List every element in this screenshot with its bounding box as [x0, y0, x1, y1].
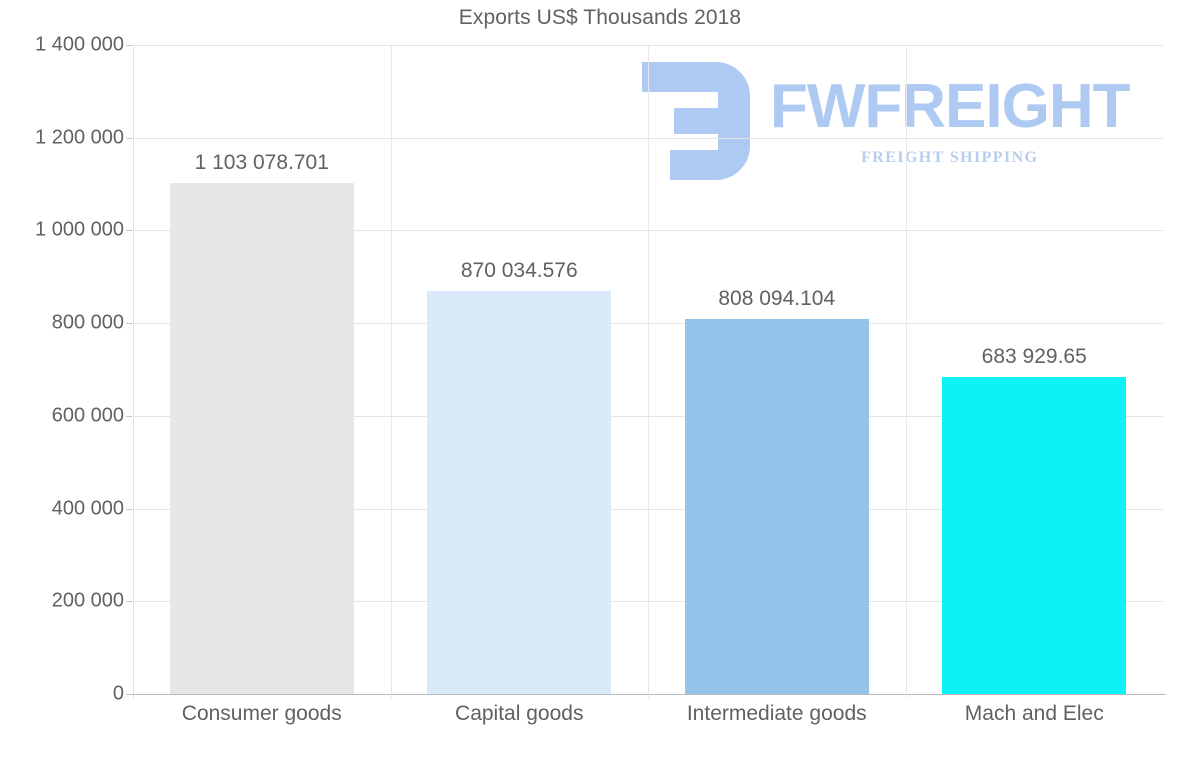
y-axis-tick-label: 0 [112, 682, 124, 705]
x-axis-tick-label: Intermediate goods [686, 702, 867, 725]
x-axis-tick-label: Capital goods [455, 702, 584, 725]
y-axis-line [133, 45, 134, 698]
bar-group[interactable]: 1 103 078.701 [169, 45, 354, 694]
bar-value-label: 808 094.104 [718, 287, 836, 311]
x-axis-tick-label: Consumer goods [181, 702, 342, 725]
bar-group[interactable]: 683 929.65 [942, 45, 1127, 694]
y-axis-tick-label: 1 400 000 [35, 33, 124, 56]
y-axis-tick-label: 600 000 [51, 404, 124, 427]
bar[interactable] [169, 182, 354, 694]
y-axis-tick-mark [126, 415, 132, 417]
y-axis-tick-mark [126, 694, 132, 695]
bar-value-label: 1 103 078.701 [194, 150, 329, 174]
category-separator-line [390, 45, 392, 698]
plot-area: 1 103 078.701 870 034.576 808 094.104 683 9… [130, 45, 1166, 698]
bar[interactable] [942, 376, 1127, 694]
y-axis-tick-label: 200 000 [51, 589, 124, 612]
bar[interactable] [427, 290, 612, 694]
y-axis-tick-mark [126, 45, 132, 46]
y-axis-tick-label: 800 000 [51, 311, 124, 334]
y-axis-tick-mark [126, 508, 132, 510]
chart-title: Exports US$ Thousands 2018 [458, 6, 742, 29]
x-axis-tick-label: Mach and Elec [964, 702, 1104, 725]
bar-value-label: 870 034.576 [460, 258, 578, 282]
y-axis: 0 200 000 400 000 600 000 800 000 1 000 000 1 … [0, 0, 132, 763]
category-separator-line [905, 45, 907, 698]
y-axis-tick-mark [126, 323, 132, 325]
y-axis-tick-label: 1 200 000 [35, 126, 124, 149]
y-axis-tick-mark [126, 601, 132, 603]
y-axis-tick-mark [126, 230, 132, 232]
bar-value-label: 683 929.65 [981, 344, 1087, 368]
y-axis-tick-label: 400 000 [51, 497, 124, 520]
bar-group[interactable]: 870 034.576 [427, 45, 612, 694]
category-separator-line [648, 45, 649, 698]
y-axis-tick-mark [126, 137, 132, 139]
bar[interactable] [684, 319, 869, 694]
x-axis: Consumer goods Capital goods Intermediate … [133, 702, 1163, 746]
bar-group[interactable]: 808 094.104 [684, 45, 869, 694]
y-axis-tick-label: 1 000 000 [35, 218, 124, 241]
